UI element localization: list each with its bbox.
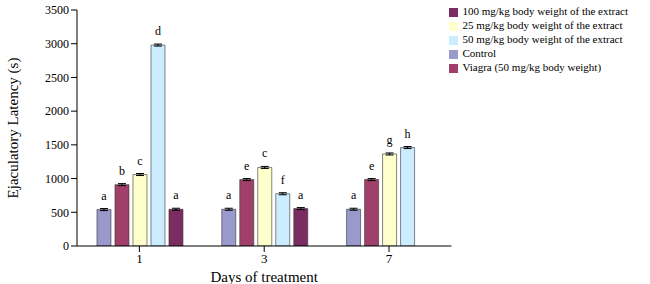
svg-text:c: c: [262, 146, 267, 160]
svg-text:e: e: [244, 159, 249, 173]
svg-text:1500: 1500: [45, 138, 69, 152]
html-text:25 mg/kg body weight of the ex: 25 mg/kg body weight of the extract: [462, 19, 623, 31]
svg-text:g: g: [387, 133, 393, 147]
svg-text:b: b: [119, 164, 125, 178]
html-text:Viagra (50 mg/kg body weight): Viagra (50 mg/kg body weight): [462, 61, 602, 73]
svg-text:1000: 1000: [45, 172, 69, 186]
svg-text:Days of treatment: Days of treatment: [210, 269, 318, 284]
svg-text:3000: 3000: [45, 37, 69, 51]
svg-text:e: e: [369, 159, 374, 173]
svg-text:3: 3: [261, 251, 268, 266]
svg-text:3500: 3500: [45, 3, 69, 17]
svg-text:0: 0: [63, 239, 69, 253]
svg-text:2500: 2500: [45, 71, 69, 85]
svg-text:a: a: [101, 189, 107, 203]
svg-text:a: a: [173, 188, 179, 202]
svg-text:1: 1: [136, 251, 143, 266]
svg-text:a: a: [226, 188, 232, 202]
svg-text:f: f: [281, 173, 285, 187]
svg-text:7: 7: [386, 251, 393, 266]
svg-text:Ejaculatory Latency (s): Ejaculatory Latency (s): [8, 58, 22, 199]
svg-text:d: d: [155, 24, 161, 38]
svg-text:a: a: [351, 188, 357, 202]
svg-text:2000: 2000: [45, 104, 69, 118]
svg-text:a: a: [298, 188, 304, 202]
svg-text:h: h: [405, 127, 411, 141]
svg-text:c: c: [137, 154, 142, 168]
html-text:50 mg/kg body weight of the ex: 50 mg/kg body weight of the extract: [462, 33, 623, 45]
html-text:100 mg/kg body weight of the e: 100 mg/kg body weight of the extract: [462, 5, 628, 17]
svg-text:500: 500: [51, 206, 69, 220]
html-text:Control: Control: [462, 47, 496, 59]
